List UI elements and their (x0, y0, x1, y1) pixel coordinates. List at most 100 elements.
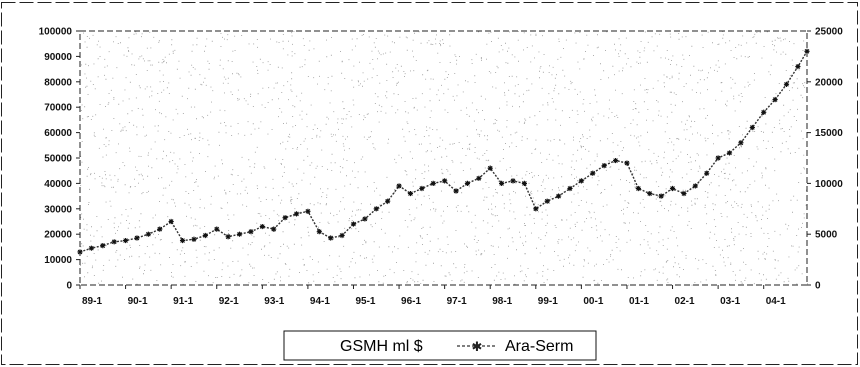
data-point (567, 185, 573, 192)
data-point (407, 190, 414, 197)
data-point (704, 170, 710, 176)
y-axis-left: 0 10000 20000 30000 40000 50000 60000 70000 8000… (39, 27, 80, 292)
data-point (487, 165, 493, 171)
data-point (804, 48, 810, 54)
y-left-tick-label: 30000 (44, 204, 72, 215)
data-point (225, 234, 231, 240)
data-point (499, 180, 505, 186)
data-point (533, 206, 539, 212)
data-point (624, 160, 630, 166)
data-point (601, 163, 607, 169)
data-point (590, 170, 596, 176)
x-tick-label: 93-1 (264, 296, 284, 307)
x-tick-label: 00-1 (583, 296, 603, 307)
legend-symbol-marker: ✱ (472, 340, 483, 355)
data-point (168, 218, 174, 225)
data-point (681, 190, 687, 197)
y-left-tick-label: 0 (66, 281, 72, 292)
y-left-tick-label: 50000 (44, 154, 72, 165)
data-point (191, 236, 197, 242)
x-tick-label: 04-1 (766, 296, 786, 307)
data-point (179, 237, 186, 244)
x-tick-label: 97-1 (447, 296, 467, 307)
data-point (248, 229, 254, 235)
y-left-tick-label: 80000 (44, 77, 72, 88)
x-tick-label: 01-1 (629, 296, 649, 307)
x-tick-label: 96-1 (401, 296, 421, 307)
chart-legend: GSMH ml $ ✱ Ara-Serm (283, 330, 597, 361)
y-axis-right: 0 5000 10000 15000 20000 25000 (807, 27, 843, 292)
y-left-tick-label: 10000 (44, 255, 72, 266)
data-point (236, 231, 243, 237)
data-point (612, 157, 619, 164)
data-point (77, 249, 83, 255)
data-point (88, 245, 94, 251)
plot-area (79, 30, 808, 286)
data-point (692, 183, 698, 189)
x-axis: 89-1 90-1 91-1 92-1 93-1 94-1 95-1 96-1 97-1 98-1… (79, 285, 786, 307)
y-left-tick-label: 70000 (44, 103, 72, 114)
x-tick-label: 02-1 (675, 296, 695, 307)
data-point (635, 185, 641, 192)
data-point (430, 180, 436, 186)
data-point (362, 216, 368, 222)
y-left-tick-label: 40000 (44, 179, 72, 190)
y-left-tick-label: 90000 (44, 52, 72, 63)
data-point (134, 235, 140, 241)
data-point (442, 178, 448, 184)
x-tick-label: 94-1 (310, 296, 330, 307)
y-left-tick-label: 100000 (39, 27, 73, 38)
data-point (100, 243, 106, 249)
y-right-tick-label: 20000 (815, 77, 843, 88)
x-tick-label: 03-1 (720, 296, 740, 307)
data-point (419, 185, 425, 192)
data-point (772, 96, 778, 103)
legend-entry-ara-serm: Ara-Serm (505, 338, 573, 355)
x-tick-label: 91-1 (173, 296, 193, 307)
data-point (396, 183, 402, 189)
data-point (464, 180, 471, 186)
x-tick-label: 90-1 (128, 296, 148, 307)
y-right-tick-label: 10000 (815, 179, 843, 190)
data-point (578, 178, 584, 184)
y-right-tick-label: 5000 (815, 230, 838, 241)
data-point (783, 81, 790, 87)
data-point (373, 206, 379, 212)
data-point (544, 198, 550, 204)
data-point (761, 109, 767, 115)
data-point (555, 193, 562, 199)
data-point (157, 226, 163, 232)
x-tick-label: 92-1 (219, 296, 239, 307)
data-point (385, 198, 391, 204)
x-tick-label: 99-1 (538, 296, 558, 307)
y-right-tick-label: 25000 (815, 27, 843, 38)
data-point (749, 124, 755, 131)
data-point (293, 211, 300, 217)
data-point (795, 63, 801, 70)
data-point (111, 239, 117, 245)
data-point (282, 215, 288, 221)
series-line (79, 50, 808, 253)
data-point (259, 223, 265, 230)
noise-texture (80, 31, 808, 286)
x-tick-label: 98-1 (492, 296, 512, 307)
data-point (328, 235, 334, 241)
x-tick-label: 95-1 (355, 296, 375, 307)
data-point (122, 237, 129, 244)
x-tick-label: 89-1 (82, 296, 102, 307)
legend-box (283, 330, 597, 361)
data-point (715, 155, 721, 161)
data-point (316, 229, 322, 235)
data-point (453, 188, 459, 194)
data-point (726, 150, 733, 156)
data-point (647, 190, 653, 197)
y-right-tick-label: 0 (815, 281, 821, 292)
data-point (145, 231, 151, 237)
legend-entry-gsmh: GSMH ml $ (340, 338, 423, 355)
data-point (271, 226, 277, 232)
y-left-tick-label: 20000 (44, 230, 72, 241)
series-layer (77, 48, 810, 255)
